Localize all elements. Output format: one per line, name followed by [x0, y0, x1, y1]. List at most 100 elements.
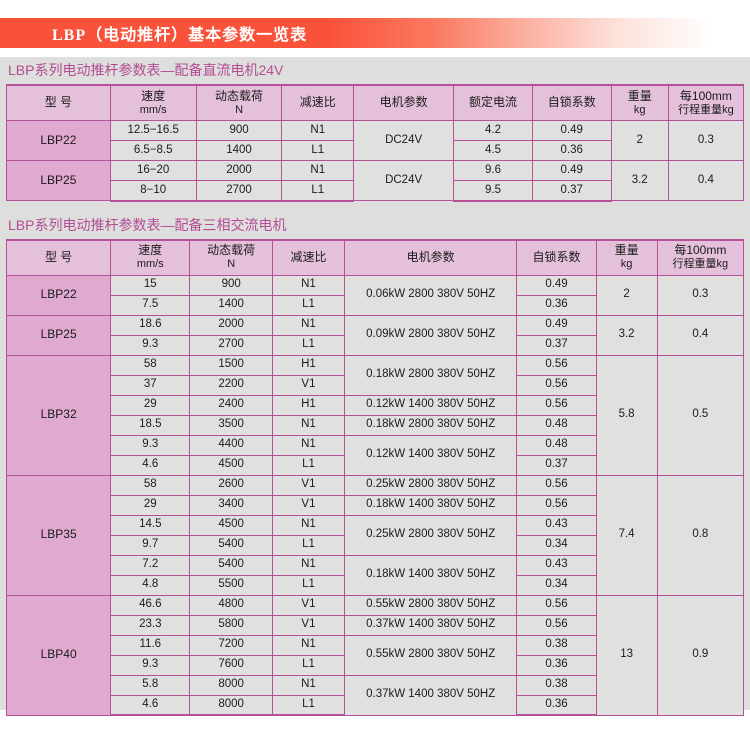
cell-reduction-ratio: N1 [272, 434, 345, 456]
column-header-5: 额定电流 [453, 84, 533, 121]
cell-reduction-ratio: L1 [272, 334, 345, 356]
cell-rated-current: 9.6 [453, 160, 533, 181]
cell-reduction-ratio: V1 [272, 614, 345, 636]
cell-motor-parameter: 0.37kW 1400 380V 50HZ [343, 614, 518, 636]
cell-rated-current: 4.2 [453, 120, 533, 141]
cell-motor-parameter: 0.55kW 2800 380V 50HZ [343, 594, 518, 616]
table-row: 29 2400 H1 0.12kW 1400 380V 50HZ 0.56 [7, 394, 744, 416]
cell-dynamic-load: 4800 [189, 594, 274, 616]
cell-weight: 13 [595, 594, 658, 716]
cell-dynamic-load: 5400 [189, 554, 274, 576]
cell-weight-per-100mm: 0.9 [656, 594, 745, 716]
table-row: 18.5 3500 N1 0.18kW 2800 380V 50HZ 0.48 [7, 414, 744, 436]
column-header-5: 自锁系数 [516, 238, 597, 276]
cell-speed: 58 [110, 354, 191, 376]
cell-dynamic-load: 2700 [189, 334, 274, 356]
cell-speed: 9.3 [110, 434, 191, 456]
table-row: 9.3 4400 N1 0.12kW 1400 380V 50HZ 0.48 [7, 434, 744, 476]
column-header-label: 型 号 [44, 95, 73, 110]
table-row: LBP22 15 900 N1 0.06kW 2800 380V 50HZ 0.49 2 0.… [5, 274, 745, 316]
column-header-label: 型 号 [44, 249, 73, 264]
cell-rated-current: 9.5 [453, 180, 533, 202]
cell-self-lock-coefficient: 0.43 [516, 514, 597, 536]
table-row: 4.6 8000 L1 0.36 [7, 694, 744, 716]
column-header-3: 减速比 [272, 238, 345, 276]
section-spacer [0, 202, 750, 212]
table-header-row: 型 号速度 mm/s 动态载荷 N 减速比 电机参数 自锁系数 重量 kg 每100mm 行程重量k… [5, 238, 745, 276]
cell-model: LBP32 [5, 354, 112, 476]
column-header-7: 重量 kg [610, 84, 669, 121]
cell-speed: 9.7 [110, 534, 191, 556]
cell-reduction-ratio: N1 [272, 414, 345, 436]
header-banner: LBP（电动推杆）基本参数一览表 [0, 18, 750, 48]
column-header-label: 重量 [627, 88, 652, 103]
table-row: 9.3 2700 L1 0.37 [7, 334, 744, 356]
cell-motor-parameter: 0.25kW 2800 380V 50HZ [343, 514, 518, 556]
cell-dynamic-load: 2700 [195, 180, 283, 202]
cell-dynamic-load: 2000 [195, 160, 283, 181]
cell-self-lock-coefficient: 0.43 [516, 554, 597, 576]
table-row: LBP25 16−20 2000 N1 DC24V 9.6 0.49 3.2 0.4 [6, 160, 745, 201]
cell-weight: 7.4 [595, 474, 658, 596]
cell-motor-parameter: DC24V [353, 120, 455, 161]
cell-dynamic-load: 8000 [189, 694, 274, 716]
table-section-ac: LBP系列电动推杆参数表—配备三相交流电机 型 号速度 mm/s 动态载荷 N 减速比电… [0, 212, 750, 716]
column-header-unit: kg [620, 258, 633, 271]
cell-weight: 2 [595, 274, 658, 316]
cell-reduction-ratio: N1 [272, 514, 345, 536]
column-header-unit: 行程重量kg [672, 258, 729, 271]
cell-self-lock-coefficient: 0.49 [516, 314, 597, 336]
cell-reduction-ratio: N1 [272, 314, 345, 336]
table-row: 37 2200 V1 0.56 [7, 374, 744, 396]
column-header-2: 动态载荷 N [195, 84, 283, 121]
cell-reduction-ratio: L1 [272, 294, 345, 316]
cell-reduction-ratio: N1 [281, 120, 355, 141]
column-header-label: 速度 [138, 243, 163, 258]
column-header-unit: kg [633, 103, 646, 116]
table-row: LBP32 58 1500 H1 0.18kW 2800 380V 50HZ 0.56 5.… [5, 354, 745, 476]
cell-self-lock-coefficient: 0.34 [516, 534, 597, 556]
cell-dynamic-load: 7200 [189, 634, 274, 656]
content-panel: LBP系列电动推杆参数表—配备直流电机24V 型 号速度 mm/s 动态载荷 N 减速比… [0, 57, 750, 716]
cell-reduction-ratio: L1 [272, 574, 345, 596]
cell-dynamic-load: 5500 [189, 574, 274, 596]
table-row: 9.7 5400 L1 0.34 [7, 534, 744, 556]
cell-dynamic-load: 7600 [189, 654, 274, 676]
cell-speed: 8−10 [109, 180, 197, 202]
column-header-7: 每100mm 行程重量kg [656, 238, 745, 276]
table-row: 7.2 5400 N1 0.18kW 1400 380V 50HZ 0.43 [7, 554, 744, 596]
cell-speed: 9.3 [110, 334, 191, 356]
column-header-label: 动态载荷 [207, 243, 256, 258]
cell-dynamic-load: 900 [189, 274, 274, 296]
cell-weight: 5.8 [595, 354, 658, 476]
cell-reduction-ratio: N1 [272, 274, 345, 296]
cell-dynamic-load: 5800 [189, 614, 274, 636]
cell-self-lock-coefficient: 0.56 [516, 374, 597, 396]
cell-speed: 4.8 [110, 574, 191, 596]
cell-reduction-ratio: L1 [272, 654, 345, 676]
cell-reduction-ratio: N1 [272, 674, 345, 696]
section-title-ac: LBP系列电动推杆参数表—配备三相交流电机 [8, 216, 287, 233]
cell-reduction-ratio: N1 [272, 554, 345, 576]
cell-dynamic-load: 3500 [189, 414, 274, 436]
column-header-label: 速度 [141, 88, 166, 103]
table-row: 29 3400 V1 0.18kW 1400 380V 50HZ 0.56 [7, 494, 744, 516]
column-header-6: 自锁系数 [531, 84, 612, 121]
cell-self-lock-coefficient: 0.56 [516, 394, 597, 416]
cell-weight: 3.2 [595, 314, 658, 356]
cell-speed: 58 [110, 474, 191, 496]
cell-motor-parameter: DC24V [353, 160, 455, 201]
cell-speed: 4.6 [110, 694, 191, 716]
cell-motor-parameter: 0.18kW 2800 380V 50HZ [343, 414, 518, 436]
column-header-label: 每100mm [674, 243, 727, 258]
cell-reduction-ratio: V1 [272, 374, 345, 396]
cell-motor-parameter: 0.18kW 2800 380V 50HZ [343, 354, 518, 396]
cell-reduction-ratio: L1 [272, 694, 345, 716]
cell-model: LBP22 [5, 274, 112, 316]
column-header-0: 型 号 [6, 84, 111, 121]
cell-speed: 7.2 [110, 554, 191, 576]
cell-speed: 18.5 [110, 414, 191, 436]
cell-self-lock-coefficient: 0.56 [516, 594, 597, 616]
table-row: LBP40 46.6 4800 V1 0.55kW 2800 380V 50HZ 0.56… [5, 594, 745, 716]
